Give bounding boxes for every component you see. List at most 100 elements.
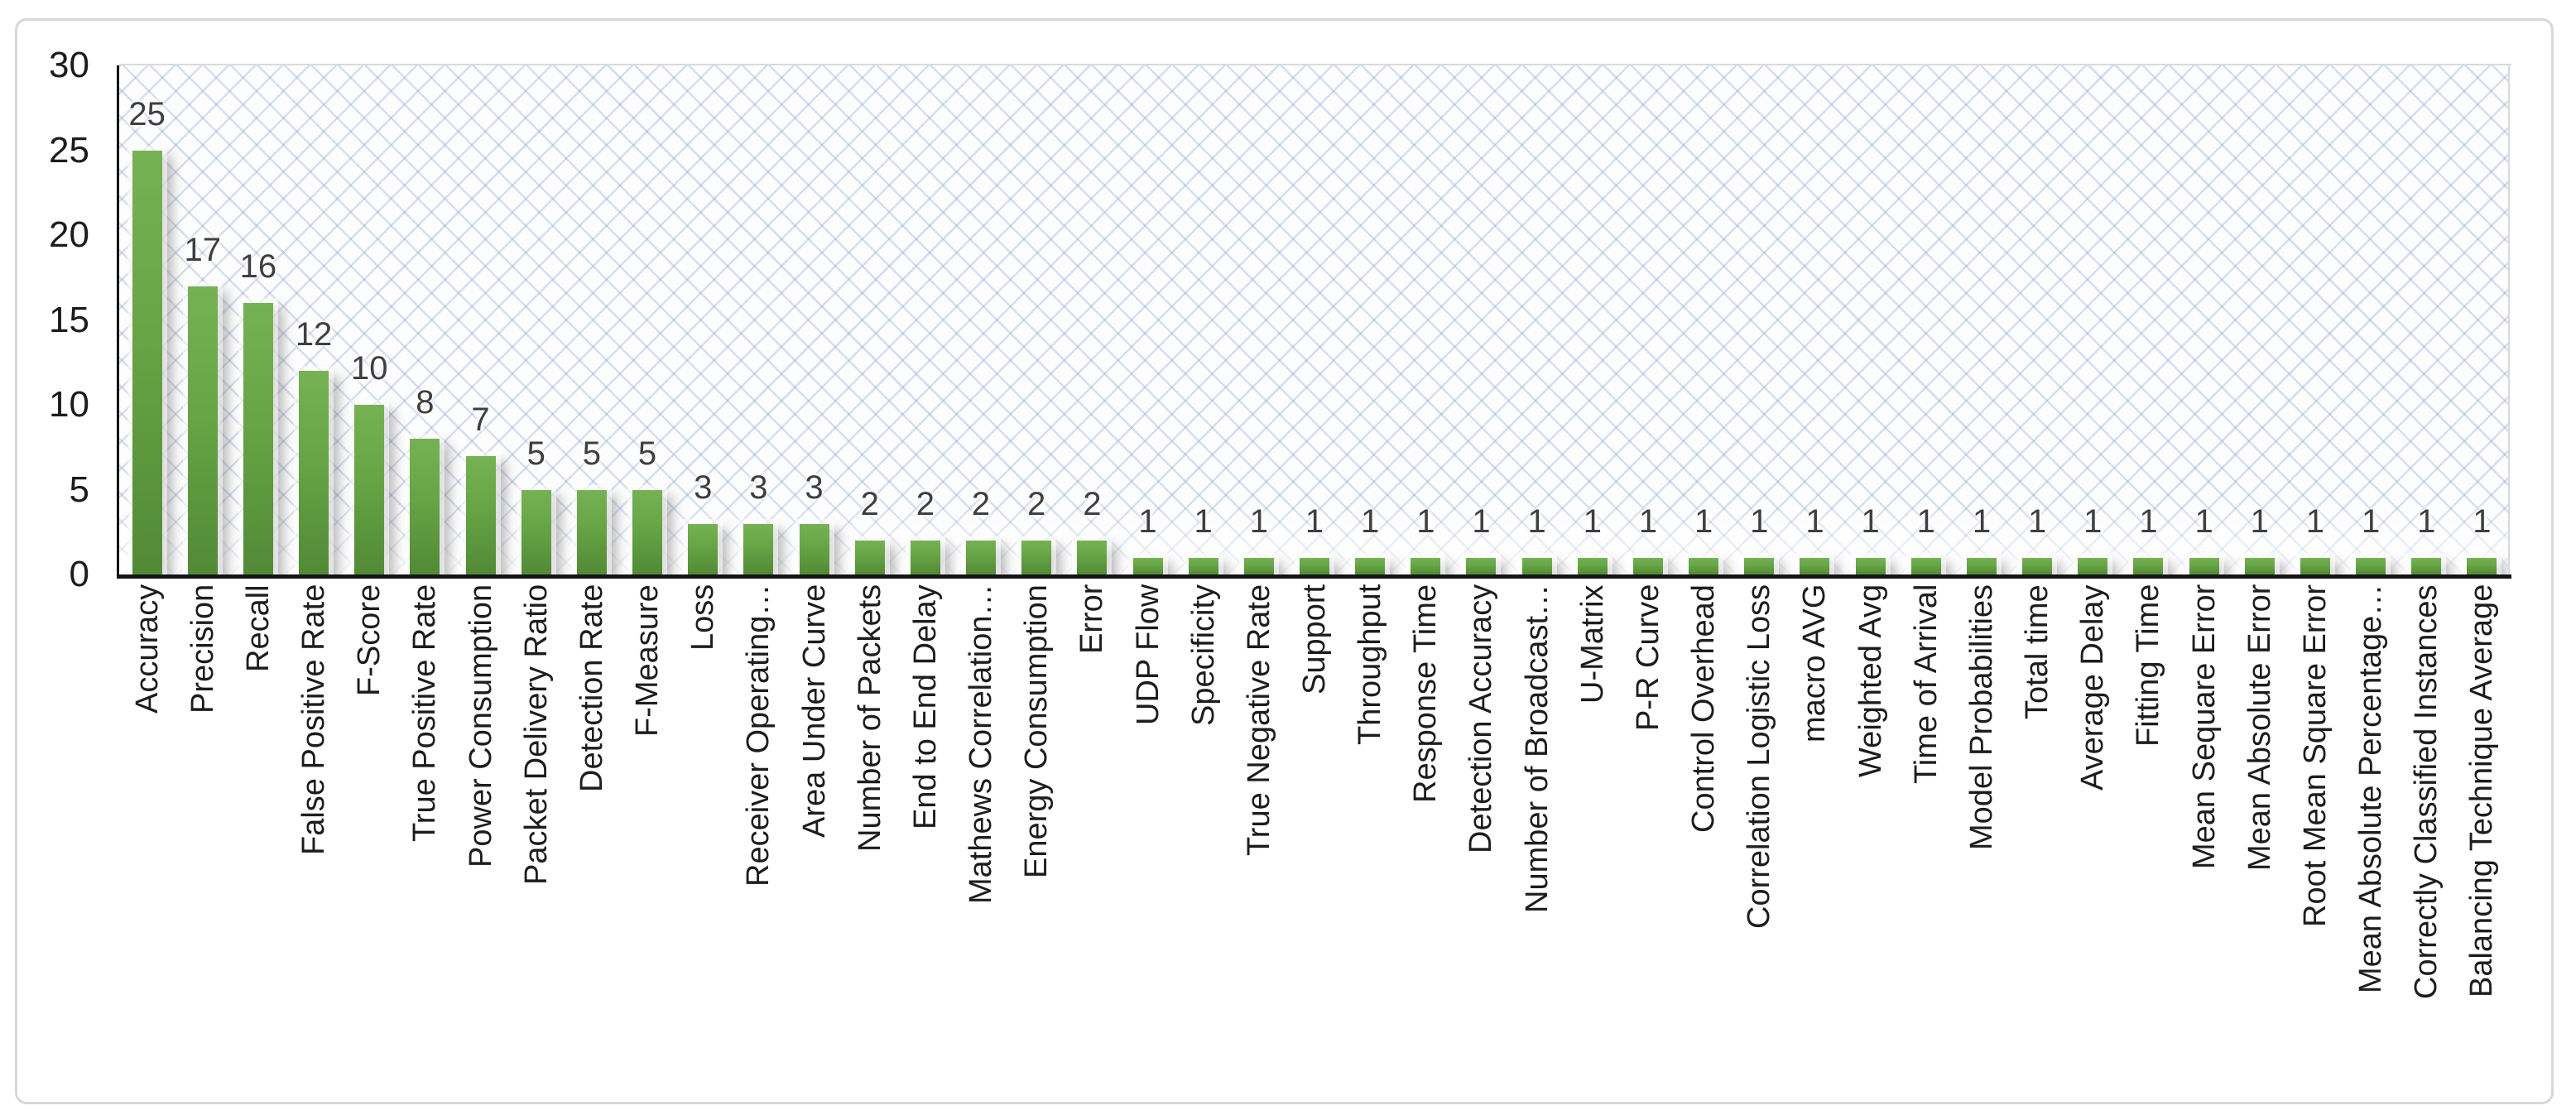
bar-value-label: 1 bbox=[1249, 502, 1268, 540]
plot-bottom-fade bbox=[119, 65, 2510, 574]
x-category-label-text: False Positive Rate bbox=[296, 584, 332, 856]
bar-value-label: 8 bbox=[416, 384, 435, 421]
x-category-label-text: Average Delay bbox=[2075, 584, 2111, 791]
bar-value-label: 1 bbox=[1583, 502, 1602, 540]
x-category-label: Packet Delivery Ratio bbox=[508, 584, 564, 1108]
x-category-label: Receiver Operating… bbox=[731, 584, 786, 1108]
x-category-label-text: Control Overhead bbox=[1686, 584, 1722, 833]
x-category-label-text: F-Measure bbox=[630, 584, 666, 737]
bar bbox=[2300, 557, 2330, 574]
bar bbox=[854, 541, 885, 574]
bar bbox=[1300, 557, 1329, 574]
x-category-label: False Positive Rate bbox=[286, 584, 341, 1108]
bar bbox=[688, 523, 718, 574]
x-category-label: Error bbox=[1065, 584, 1120, 1108]
plot-area: 25 17 16 12 10 8 7 5 5 5 3 3 3 2 2 2 2 2 1 1 1 1 1 1 1 1 1 1 1 1 1 1 1 1 1… bbox=[119, 65, 2510, 574]
bar-value-label: 1 bbox=[2194, 502, 2213, 540]
bar bbox=[2189, 557, 2219, 574]
bar bbox=[2467, 557, 2497, 574]
x-category-label-text: Recall bbox=[240, 584, 276, 672]
x-category-label: Mean Absolute Percentage… bbox=[2343, 584, 2399, 1108]
bar-value-label: 5 bbox=[637, 435, 657, 472]
x-category-label-text: Root Mean Square Error bbox=[2297, 584, 2333, 927]
bar-value-label: 1 bbox=[2305, 502, 2325, 540]
x-category-label: Correctly Classified Instances bbox=[2399, 584, 2454, 1108]
bar bbox=[354, 405, 385, 574]
bar bbox=[1243, 557, 1274, 574]
x-category-label-text: Number of Broadcast… bbox=[1519, 584, 1555, 914]
x-category-label-text: F-Score bbox=[352, 584, 387, 697]
x-category-label-text: Model Probabilities bbox=[1963, 584, 1999, 851]
x-category-label: macro AVG bbox=[1787, 584, 1843, 1108]
x-category-label: True Positive Rate bbox=[397, 584, 453, 1108]
x-category-label-text: Response Time bbox=[1408, 584, 1444, 804]
bar-value-label: 2 bbox=[916, 486, 935, 522]
bar bbox=[966, 541, 997, 574]
bar-value-label: 1 bbox=[1305, 502, 1324, 540]
x-category-label-text: P-R Curve bbox=[1630, 584, 1665, 732]
bar-value-label: 1 bbox=[1638, 502, 1658, 540]
bar-value-label: 3 bbox=[694, 469, 713, 506]
x-category-label-text: Detection Accuracy bbox=[1463, 584, 1499, 854]
x-category-label-text: Detection Rate bbox=[574, 584, 609, 793]
bar bbox=[132, 150, 162, 574]
bar bbox=[1411, 557, 1441, 574]
bar bbox=[1521, 557, 1552, 574]
bar bbox=[243, 303, 273, 574]
x-category-label: Fitting Time bbox=[2121, 584, 2176, 1108]
x-category-label-text: Correctly Classified Instances bbox=[2409, 584, 2444, 999]
bar bbox=[1021, 541, 1052, 574]
y-tick-label: 0 bbox=[69, 554, 89, 594]
bar-value-label: 2 bbox=[860, 486, 879, 522]
x-category-label: Mean Absolute Error bbox=[2232, 584, 2287, 1108]
x-category-label-text: Accuracy bbox=[129, 584, 165, 714]
plot-border-right bbox=[2508, 64, 2510, 577]
x-category-label-text: Error bbox=[1074, 584, 1110, 655]
x-axis-line bbox=[117, 574, 2511, 579]
bar-value-label: 1 bbox=[2417, 502, 2436, 540]
x-category-label-text: Throughput bbox=[1353, 584, 1388, 746]
bar-value-label: 1 bbox=[1527, 502, 1546, 540]
bar-value-label: 25 bbox=[128, 95, 166, 132]
bar bbox=[2411, 557, 2442, 574]
bar bbox=[1855, 557, 1886, 574]
x-category-label-text: Precision bbox=[185, 584, 220, 714]
x-category-label-text: Mathews Correlation… bbox=[964, 584, 999, 905]
x-category-label-text: Area Under Curve bbox=[796, 584, 832, 839]
bar bbox=[1577, 557, 1608, 574]
bar-value-label: 3 bbox=[805, 469, 824, 506]
x-category-label: P-R Curve bbox=[1620, 584, 1675, 1108]
x-category-label-text: Loss bbox=[685, 584, 721, 651]
bar-value-label: 5 bbox=[526, 435, 545, 472]
bar bbox=[465, 455, 496, 574]
bar bbox=[1910, 557, 1941, 574]
bar-value-label: 1 bbox=[2083, 502, 2103, 540]
bar bbox=[1188, 557, 1218, 574]
x-category-label: Loss bbox=[675, 584, 731, 1108]
x-category-label-text: Power Consumption bbox=[463, 584, 498, 868]
bar-value-label: 1 bbox=[2027, 502, 2047, 540]
x-category-label: Model Probabilities bbox=[1954, 584, 2009, 1108]
bar-value-label: 1 bbox=[2139, 502, 2158, 540]
x-category-label: Total time bbox=[2010, 584, 2065, 1108]
bar-value-label: 1 bbox=[2361, 502, 2381, 540]
bar-value-label: 1 bbox=[1694, 502, 1713, 540]
bar-value-label: 1 bbox=[2250, 502, 2269, 540]
x-category-label-text: UDP Flow bbox=[1130, 584, 1165, 726]
x-category-label-text: Fitting Time bbox=[2131, 584, 2166, 747]
bar bbox=[1966, 557, 1997, 574]
x-category-label-text: Mean Absolute Error bbox=[2242, 584, 2277, 872]
y-tick-label: 25 bbox=[49, 129, 89, 171]
x-category-label: Power Consumption bbox=[453, 584, 508, 1108]
bar-value-label: 12 bbox=[295, 316, 333, 353]
x-category-label-text: macro AVG bbox=[1797, 584, 1833, 743]
x-category-label-text: Weighted Avg bbox=[1853, 584, 1888, 778]
bar-value-label: 2 bbox=[1027, 486, 1046, 522]
bar bbox=[1355, 557, 1386, 574]
x-category-label: U-Matrix bbox=[1564, 584, 1620, 1108]
x-category-label-text: Mean Sequare Error bbox=[2186, 584, 2222, 870]
y-tick-label: 20 bbox=[49, 214, 89, 255]
bar bbox=[2022, 557, 2053, 574]
bar bbox=[1800, 557, 1830, 574]
